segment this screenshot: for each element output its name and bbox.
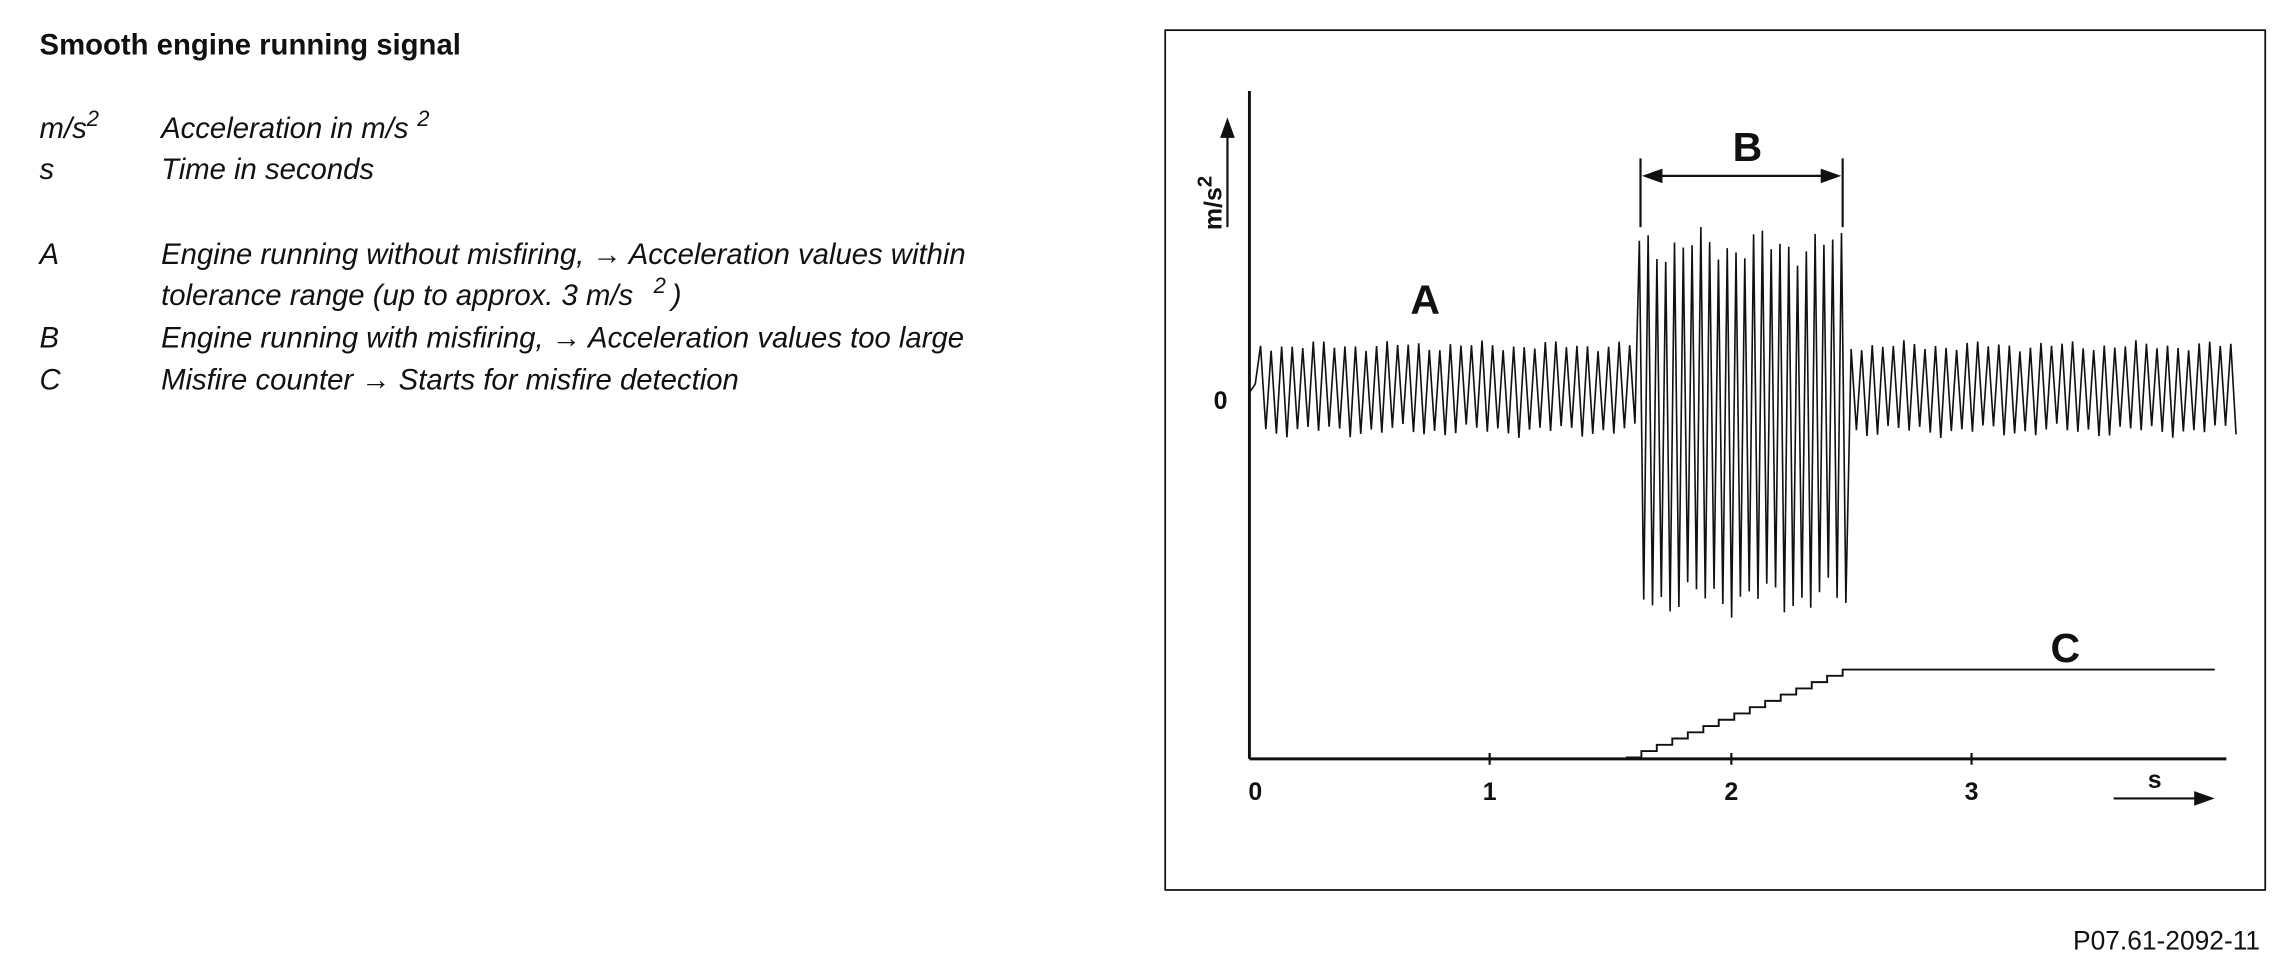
label-b: B <box>1733 124 1763 170</box>
superscript: 2 <box>416 106 429 131</box>
figure-code: P07.61-2092-11 <box>2073 925 2260 955</box>
text: ) <box>669 279 682 312</box>
text: m/s <box>1200 187 1228 230</box>
legend-key: m/s2 <box>40 106 99 145</box>
bracket-head <box>1820 168 1842 184</box>
superscript: 2 <box>86 106 99 131</box>
acceleration-signal <box>1248 227 2237 618</box>
x-tick-label: 1 <box>1483 778 1497 806</box>
legend-text: Acceleration in m/s 2 <box>159 106 429 145</box>
superscript: 2 <box>653 273 666 298</box>
legend-key: C <box>40 364 62 397</box>
text: Acceleration in m/s <box>159 112 409 145</box>
key-text: m/s <box>40 112 88 145</box>
x-axis-label: s <box>2148 766 2162 794</box>
label-a: A <box>1410 277 1440 323</box>
legend-text: Misfire counter → Starts for misfire det… <box>161 364 739 397</box>
y-arrow-head <box>1220 117 1235 138</box>
legend-key: A <box>38 238 60 271</box>
misfire-counter <box>1625 668 2215 759</box>
title: Smooth engine running signal <box>40 28 461 61</box>
x-tick-label: 3 <box>1965 778 1979 806</box>
legend-text: Time in seconds <box>161 153 374 186</box>
figure-frame <box>1164 29 2267 891</box>
x-arrow-head <box>2194 791 2215 806</box>
y-zero-label: 0 <box>1214 387 1228 415</box>
bracket-head <box>1641 168 1663 184</box>
legend-key: s <box>40 153 55 186</box>
diagram <box>1220 90 2237 806</box>
text: tolerance range (up to approx. 3 m/s <box>161 279 633 312</box>
legend-text: Engine running without misfiring, → Acce… <box>161 238 966 271</box>
label-c: C <box>2050 625 2080 671</box>
legend-text: Engine running with misfiring, → Acceler… <box>161 321 964 354</box>
y-axis-label: m/s2 <box>1193 176 1227 230</box>
superscript: 2 <box>1193 176 1216 187</box>
x-tick-label: 0 <box>1248 778 1262 806</box>
x-tick-label: 2 <box>1724 778 1738 806</box>
legend-key: B <box>40 321 60 354</box>
legend-text: tolerance range (up to approx. 3 m/s 2) <box>161 273 681 312</box>
